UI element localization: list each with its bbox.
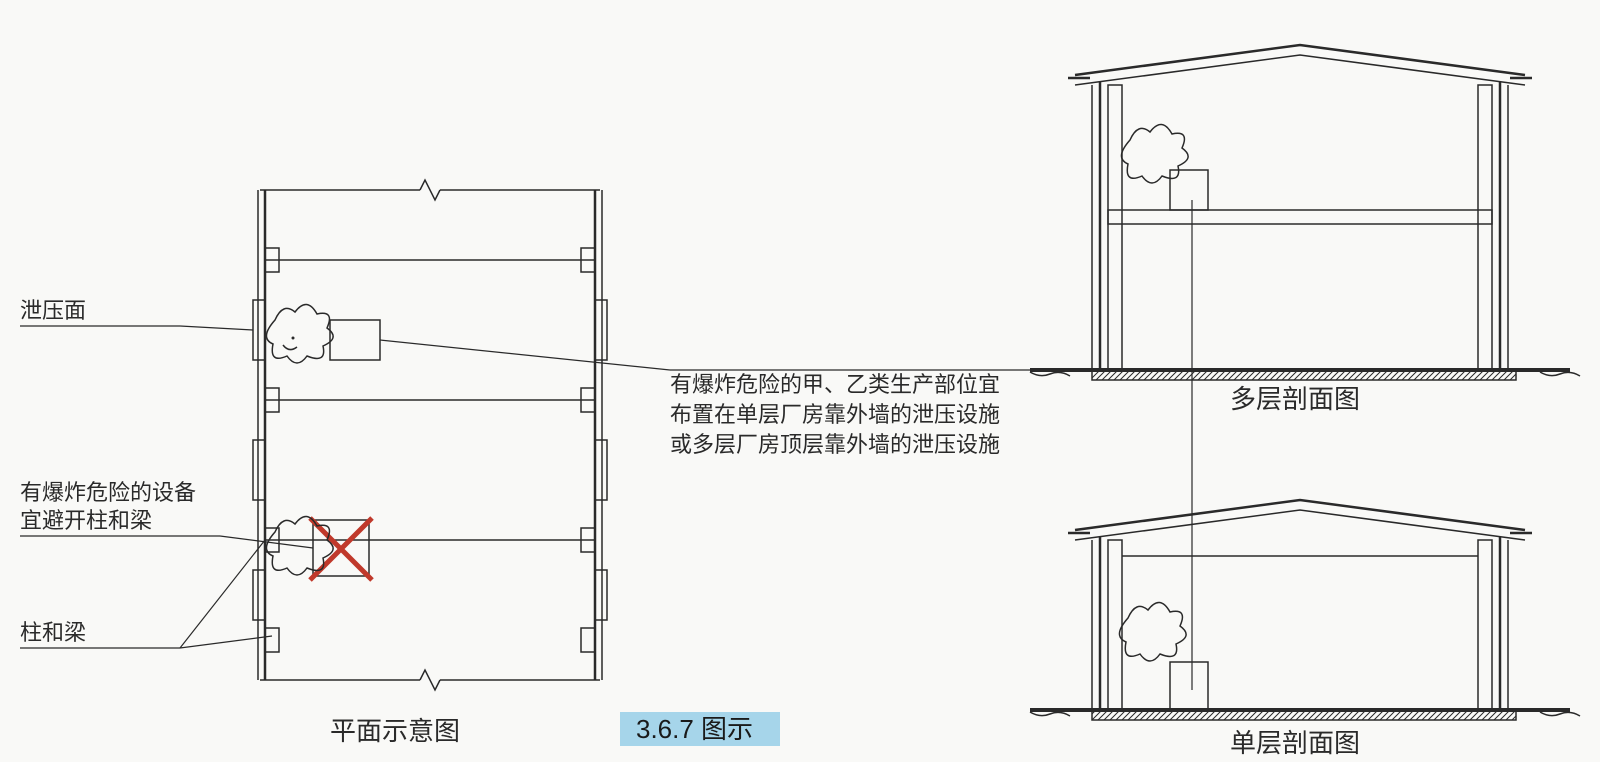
label-avoid-1: 有爆炸危险的设备 [20, 480, 196, 505]
label-col-beam: 柱和梁 [20, 620, 86, 645]
center-line-1: 有爆炸危险的甲、乙类生产部位宜 [670, 372, 1000, 397]
plan-caption: 平面示意图 [330, 716, 460, 746]
label-relief: 泄压面 [20, 298, 86, 323]
center-line-2: 布置在单层厂房靠外墙的泄压设施 [670, 402, 1000, 427]
single-caption: 单层剖面图 [1230, 728, 1360, 758]
multi-section [1030, 45, 1580, 380]
multi-caption: 多层剖面图 [1230, 384, 1360, 414]
figure-ref: 3.6.7 图示 [636, 714, 753, 744]
label-avoid-2: 宜避开柱和梁 [20, 508, 152, 533]
single-section [1030, 500, 1580, 720]
center-line-3: 或多层厂房顶层靠外墙的泄压设施 [670, 432, 1000, 457]
diagram-canvas: 泄压面 有爆炸危险的设备 宜避开柱和梁 柱和梁 平面示意图 有爆炸危险的甲、乙类… [0, 0, 1600, 762]
plan-view [253, 180, 607, 690]
plan-labels: 泄压面 有爆炸危险的设备 宜避开柱和梁 柱和梁 [20, 298, 313, 648]
center-annotation: 有爆炸危险的甲、乙类生产部位宜 布置在单层厂房靠外墙的泄压设施 或多层厂房顶层靠… [380, 200, 1192, 690]
